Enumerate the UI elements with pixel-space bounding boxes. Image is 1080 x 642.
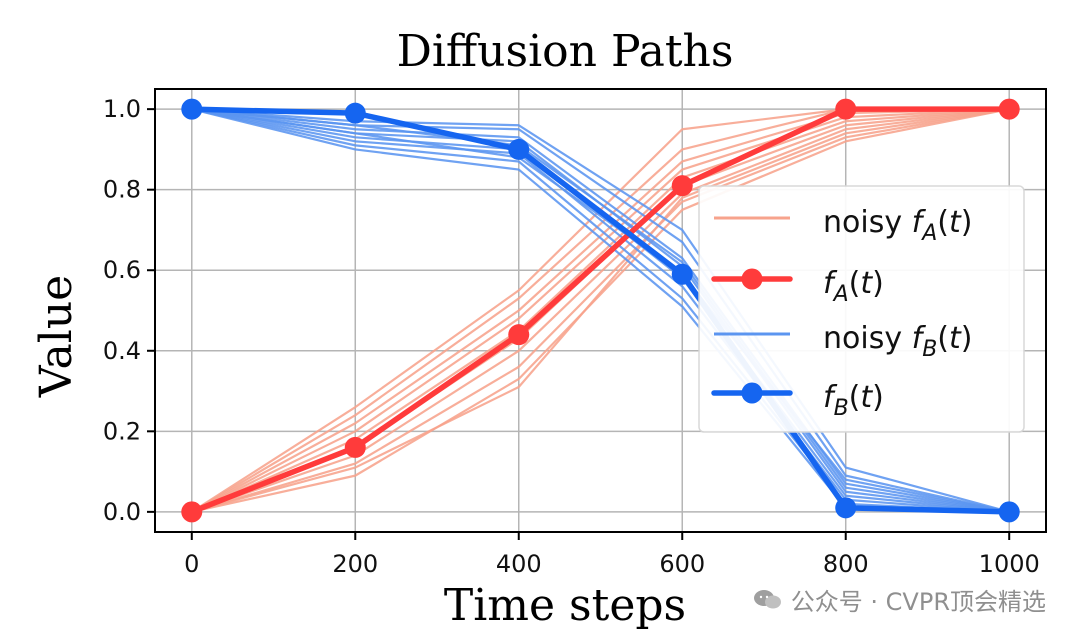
chart-title: Diffusion Paths [397,26,734,77]
plot-layer: 0 200 400 600 800 1000 0.0 0.2 0.4 0.6 0.8 1.0 noisy… [103,88,1047,578]
noisy-fa-line [190,108,1011,513]
legend-label: fB(t) [823,380,884,421]
legend-box [698,185,1025,433]
y-tick-label: 1.0 [103,95,141,123]
x-tick-label: 400 [496,550,542,578]
x-axis-label: Time steps [444,580,686,631]
y-tick-label: 0.2 [103,417,141,445]
noisy-fb-line [190,108,1011,513]
noisy-fa-line [190,108,1011,513]
fa-point [998,98,1020,120]
y-tick-label: 0.0 [103,498,141,526]
x-tick-label: 200 [332,550,378,578]
noisy-fb-line [190,108,1011,513]
noisy-fa-line [190,108,1011,513]
fb-point [344,102,366,124]
noisy-fa-line [190,108,1011,513]
wechat-icon [753,589,781,608]
noisy-fa-line [190,108,1011,513]
fb-point [671,263,693,285]
legend-label: fA(t) [823,266,884,307]
fb-point [508,138,530,160]
fa-point [181,501,203,523]
noisy-fb-line [190,108,1011,513]
plot-frame [154,88,1047,533]
watermark-text: 公众号 · CVPR顶会精选 [790,588,1046,616]
fb-main-line [189,106,1012,515]
y-tick-label: 0.8 [103,176,141,204]
x-tick-label: 1000 [979,550,1040,578]
x-tick-label: 600 [659,550,705,578]
fa-point [508,324,530,346]
legend-label: noisy fB(t) [823,321,972,362]
fa-point [835,98,857,120]
x-tick-label: 800 [823,550,869,578]
fa-point [671,175,693,197]
fa-main-line [189,106,1012,515]
y-axis-label: Value [31,275,82,398]
noisy-fb-line [190,108,1011,513]
fb-point [998,501,1020,523]
watermark: 公众号 · CVPR顶会精选 [753,582,1046,617]
fa-point [344,436,366,458]
noisy-fa-line [190,108,1011,513]
x-tick-label: 0 [184,550,199,578]
legend-marker-sample [741,268,763,290]
legend-label: noisy fA(t) [823,205,972,246]
noisy-fb-line [190,108,1011,513]
noisy-fb-line [190,108,1011,513]
legend-marker-sample [741,382,763,404]
fb-point [835,497,857,519]
noisy-fa-line [190,108,1011,513]
fb-point [181,98,203,120]
y-tick-label: 0.6 [103,256,141,284]
y-tick-label: 0.4 [103,337,141,365]
